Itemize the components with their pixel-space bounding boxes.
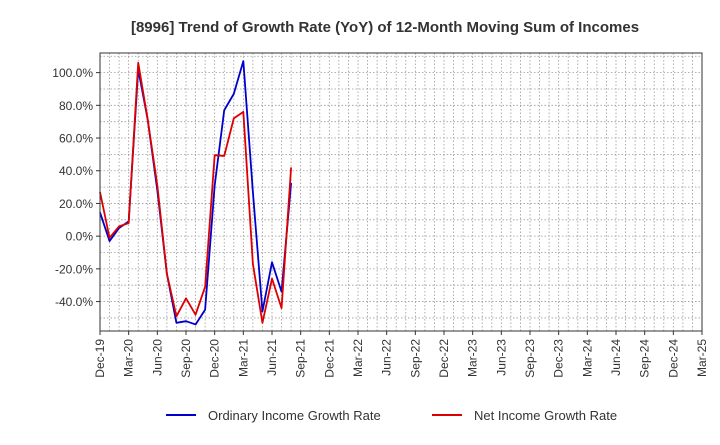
grid-layer [100,53,702,331]
x-tick-label: Jun-21 [265,339,279,376]
y-tick-label: 100.0% [52,66,93,80]
series-layer [99,60,293,326]
legend: Ordinary Income Growth Rate Net Income G… [166,408,617,423]
x-tick-label: Mar-25 [695,339,709,377]
x-tick-label: Dec-23 [552,339,566,378]
y-tick-label: 20.0% [59,197,93,211]
chart-title: [8996] Trend of Growth Rate (YoY) of 12-… [131,19,639,36]
x-tick-label: Jun-23 [494,339,508,376]
x-tick-label: Mar-22 [351,339,365,377]
y-tick-label: -40.0% [55,295,93,309]
legend-label-net: Net Income Growth Rate [474,408,617,423]
x-tick-label: Dec-20 [208,339,222,378]
y-axis-ticks: -40.0% -20.0% 0.0% 20.0% 40.0% 60.0% 80.0% 100.… [52,66,100,309]
plot-frame [99,52,703,332]
x-axis-ticks: Dec-19 Mar-20 Jun-20 Sep-20 Dec-20 Mar-21 Jun-… [93,331,709,378]
x-tick-label: Sep-22 [408,339,422,378]
x-tick-label: Jun-20 [150,339,164,376]
x-tick-label: Dec-21 [322,339,336,378]
y-tick-label: 40.0% [59,164,93,178]
y-tick-label: -20.0% [55,262,93,276]
y-tick-label: 80.0% [59,99,93,113]
y-tick-label: 0.0% [66,230,94,244]
x-tick-label: Sep-24 [638,339,652,378]
x-tick-label: Dec-19 [93,339,107,378]
x-tick-label: Mar-20 [122,339,136,377]
x-tick-label: Jun-22 [380,339,394,376]
x-tick-label: Dec-22 [437,339,451,378]
x-tick-label: Sep-23 [523,339,537,378]
x-tick-label: Jun-24 [609,339,623,376]
x-tick-label: Mar-23 [466,339,480,377]
y-tick-label: 60.0% [59,132,93,146]
x-tick-label: Sep-21 [294,339,308,378]
x-tick-label: Sep-20 [179,339,193,378]
series-line-net-income [99,61,293,324]
legend-label-ordinary: Ordinary Income Growth Rate [208,408,381,423]
x-tick-label: Dec-24 [666,339,680,378]
x-tick-label: Mar-21 [236,339,250,377]
x-tick-label: Mar-24 [580,339,594,377]
